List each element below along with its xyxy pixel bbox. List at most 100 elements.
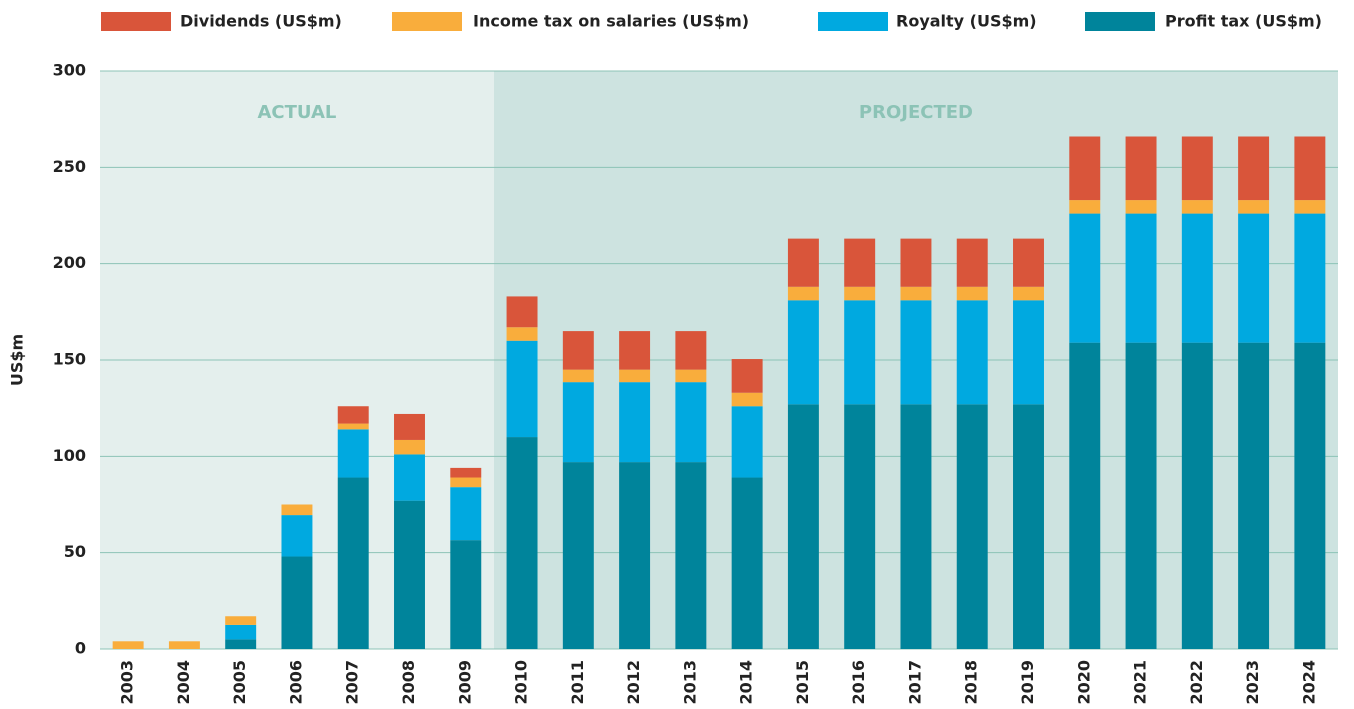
bar-segment	[1294, 342, 1326, 649]
bar-segment	[731, 406, 763, 478]
x-tick-label: 2009	[455, 660, 474, 705]
x-tick-label: 2003	[118, 660, 137, 705]
x-tick-label: 2018	[962, 660, 981, 705]
legend-label: Royalty (US$m)	[896, 12, 1037, 31]
bar-segment	[1294, 136, 1326, 201]
bar-segment	[675, 382, 707, 463]
bar-segment	[506, 327, 538, 341]
y-tick-label: 150	[53, 350, 86, 369]
bar-segment	[1013, 238, 1044, 287]
bar-segment	[1069, 136, 1101, 201]
bar-segment	[787, 404, 819, 649]
y-tick-label: 0	[75, 639, 86, 658]
y-tick-label: 250	[53, 157, 86, 176]
x-tick-label: 2005	[230, 660, 249, 705]
bar-segment	[506, 437, 538, 649]
bar-segment	[1294, 200, 1326, 214]
bar-segment	[956, 238, 988, 287]
bar-segment	[900, 404, 932, 649]
bar-segment	[844, 238, 876, 287]
bar-segment	[562, 382, 594, 463]
bar-segment	[1013, 300, 1044, 405]
x-tick-label: 2017	[905, 660, 924, 705]
legend-swatch	[1085, 12, 1155, 31]
bar-segment	[787, 286, 819, 301]
bar-segment	[394, 454, 425, 501]
bar-segment	[900, 238, 932, 287]
bar-segment	[731, 392, 763, 407]
bar-segment	[450, 540, 482, 649]
bar-segment	[168, 641, 200, 649]
bar-segment	[619, 462, 651, 649]
bar-segment	[562, 331, 594, 370]
bar-segment	[1013, 404, 1044, 649]
x-tick-label: 2008	[399, 660, 418, 705]
bar-segment	[1238, 213, 1270, 343]
bar-segment	[225, 624, 257, 640]
bar-segment	[1238, 342, 1270, 649]
y-tick-label: 100	[53, 446, 86, 465]
bar-segment	[844, 286, 876, 301]
bar-segment	[281, 504, 313, 516]
bar-segment	[1181, 136, 1213, 201]
bar-segment	[1181, 342, 1213, 649]
x-tick-label: 2020	[1074, 660, 1093, 705]
x-tick-label: 2014	[737, 660, 756, 705]
bar-segment	[1013, 286, 1044, 301]
bar-segment	[1125, 200, 1157, 214]
bar-segment	[956, 300, 988, 405]
bar-segment	[619, 331, 651, 370]
bar-segment	[1125, 213, 1157, 343]
x-tick-label: 2021	[1131, 660, 1150, 705]
x-tick-label: 2015	[793, 660, 812, 705]
bar-segment	[394, 500, 425, 649]
legend-label: Profit tax (US$m)	[1165, 12, 1322, 31]
x-tick-label: 2022	[1187, 660, 1206, 705]
y-tick-label: 300	[53, 61, 86, 80]
legend-swatch	[392, 12, 462, 31]
bar-segment	[1238, 136, 1270, 201]
bar-segment	[1181, 200, 1213, 214]
y-tick-label: 200	[53, 253, 86, 272]
bar-segment	[675, 331, 707, 370]
x-tick-label: 2023	[1243, 660, 1262, 705]
x-tick-label: 2019	[1018, 660, 1037, 705]
bar-segment	[337, 429, 369, 478]
legend-swatch	[818, 12, 888, 31]
x-tick-label: 2006	[286, 660, 305, 705]
bar-segment	[1125, 342, 1157, 649]
bar-segment	[731, 359, 763, 393]
bar-segment	[506, 296, 538, 328]
bar-segment	[394, 439, 425, 455]
legend-label: Income tax on salaries (US$m)	[473, 12, 749, 31]
bar-segment	[900, 286, 932, 301]
bar-segment	[1069, 200, 1101, 214]
x-tick-label: 2007	[343, 660, 362, 705]
bar-segment	[506, 340, 538, 438]
bar-segment	[337, 423, 369, 430]
bar-segment	[337, 406, 369, 424]
bar-segment	[450, 487, 482, 541]
x-tick-label: 2013	[680, 660, 699, 705]
x-tick-label: 2012	[624, 660, 643, 705]
bar-segment	[844, 404, 876, 649]
legend-label: Dividends (US$m)	[180, 12, 342, 31]
bar-segment	[1125, 136, 1157, 201]
bar-segment	[450, 477, 482, 488]
y-axis-label: US$m	[8, 334, 27, 386]
bar-segment	[619, 382, 651, 463]
bar-segment	[225, 616, 257, 625]
bar-segment	[450, 467, 482, 478]
annotation: ACTUAL	[258, 102, 337, 123]
bar-segment	[675, 462, 707, 649]
bar-segment	[844, 300, 876, 405]
bar-segment	[1181, 213, 1213, 343]
bar-segment	[281, 556, 313, 649]
x-tick-label: 2004	[174, 660, 193, 705]
x-tick-label: 2016	[849, 660, 868, 705]
legend-swatch	[101, 12, 171, 31]
bar-segment	[562, 462, 594, 649]
bar-segment	[731, 477, 763, 649]
bar-segment	[956, 286, 988, 301]
